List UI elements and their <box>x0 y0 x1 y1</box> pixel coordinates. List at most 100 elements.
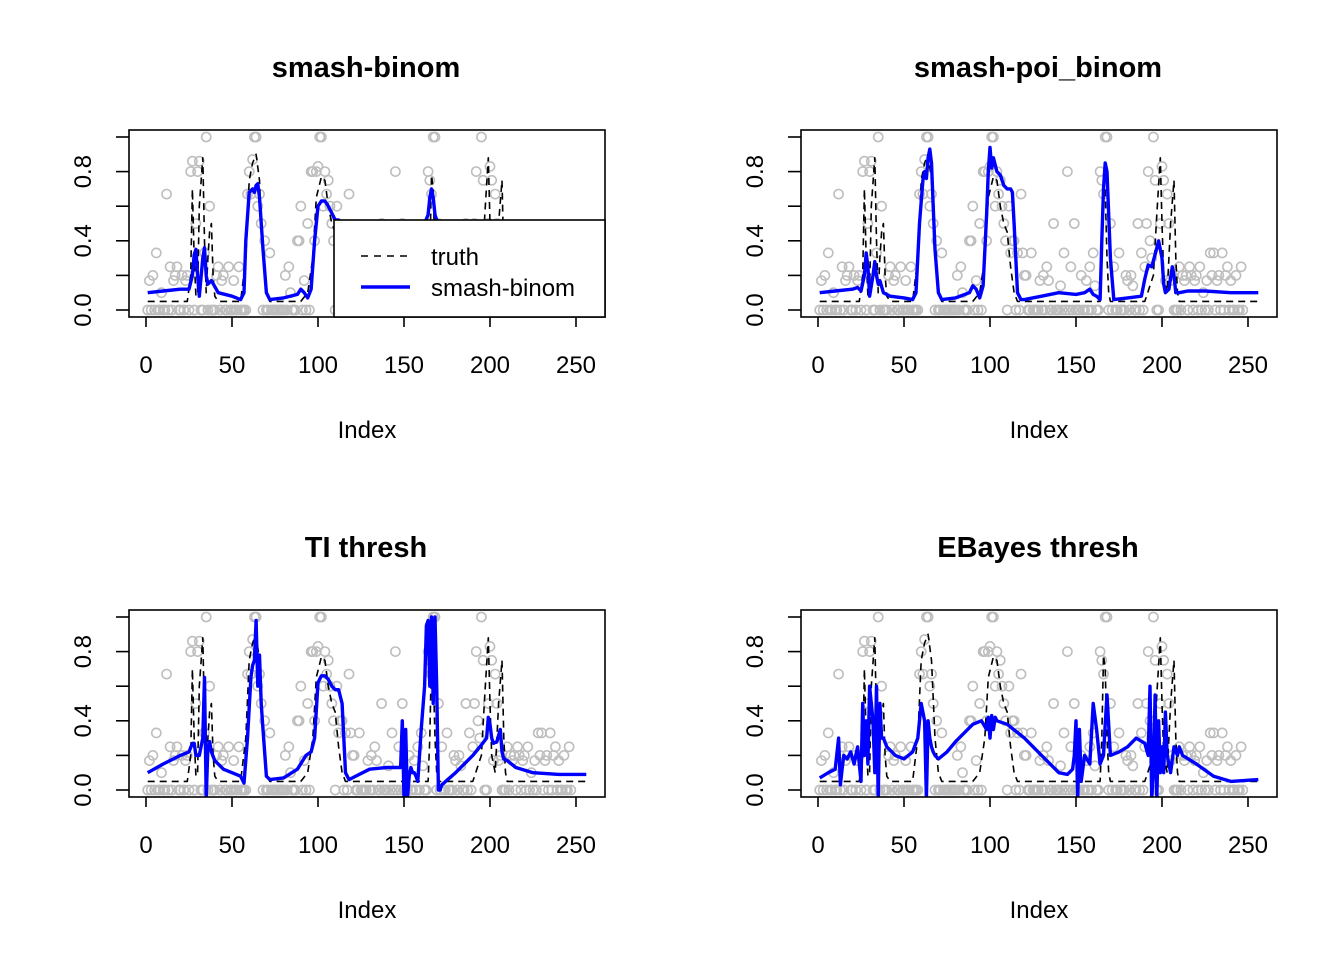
observation-point <box>922 131 934 143</box>
observation-point <box>1189 275 1201 286</box>
observation-point <box>1123 784 1135 796</box>
observation-point <box>1055 280 1066 292</box>
observation-point <box>147 269 159 281</box>
observation-point <box>465 784 477 796</box>
observation-point <box>1153 304 1164 316</box>
observation-point <box>1199 784 1211 796</box>
y-tick-label: 0.0 <box>742 293 769 326</box>
observation-point <box>186 635 198 647</box>
observation-point <box>264 727 276 739</box>
observation-point <box>300 304 312 316</box>
observation-point <box>202 304 214 316</box>
observation-point <box>156 767 167 779</box>
observation-point <box>491 698 503 709</box>
observation-point <box>386 727 398 739</box>
observation-point <box>1137 784 1149 796</box>
observation-point <box>360 784 372 796</box>
observation-point <box>297 304 308 316</box>
observation-point <box>376 698 387 709</box>
x-axis-label: Index <box>1010 417 1069 444</box>
observation-point <box>1093 304 1104 316</box>
x-tick-label: 150 <box>384 352 424 379</box>
observation-point <box>240 304 252 316</box>
y-tick-label: 0.8 <box>70 635 97 668</box>
observation-point <box>1046 784 1058 796</box>
observation-point <box>850 784 862 796</box>
observation-point <box>1010 784 1022 796</box>
observation-point <box>1196 304 1207 316</box>
observation-point <box>558 750 570 761</box>
observation-point <box>489 668 501 680</box>
plot-area <box>814 131 1259 316</box>
x-tick-label: 100 <box>298 832 338 859</box>
x-tick-label: 200 <box>1142 352 1182 379</box>
observation-point <box>994 654 1006 666</box>
observation-point <box>223 741 234 753</box>
observation-point <box>865 635 877 647</box>
observation-point <box>500 784 511 796</box>
observation-point <box>161 668 172 680</box>
x-tick-label: 200 <box>470 352 510 379</box>
observation-point <box>936 247 948 259</box>
observation-point <box>955 741 967 753</box>
observation-point <box>1101 131 1113 143</box>
observation-point <box>531 784 542 796</box>
observation-point <box>264 247 276 259</box>
observation-point <box>1015 188 1027 200</box>
plot-box <box>128 609 606 798</box>
observation-point <box>886 784 898 796</box>
observation-point <box>886 304 898 316</box>
observation-point <box>171 261 183 273</box>
observation-point <box>1175 784 1187 796</box>
observation-point <box>1032 784 1044 796</box>
observation-point <box>912 304 924 316</box>
truth-line <box>147 153 587 303</box>
observation-point <box>931 235 943 247</box>
observation-point <box>343 188 355 200</box>
observation-point <box>193 155 205 167</box>
x-tick-label: 250 <box>1228 352 1268 379</box>
observation-point <box>303 784 315 796</box>
observation-point <box>541 750 553 761</box>
observation-point <box>463 727 475 739</box>
observation-point <box>969 304 980 316</box>
observation-point <box>484 160 496 172</box>
observation-point <box>374 784 386 796</box>
panel-smash-poi-binom: smash-poi_binom 0 50 100 150 200 250Index0.00… <box>742 52 1278 444</box>
observation-point <box>1127 760 1139 772</box>
y-tick-label: 0.0 <box>70 773 97 806</box>
observation-point <box>371 755 382 766</box>
observation-point <box>193 635 205 647</box>
observation-point <box>1142 166 1154 177</box>
observation-point <box>1043 275 1054 286</box>
observation-point <box>1141 218 1152 229</box>
observation-point <box>957 767 968 779</box>
observation-point <box>1048 218 1059 229</box>
observation-point <box>550 741 561 753</box>
observation-point <box>250 131 262 143</box>
observation-point <box>855 784 867 796</box>
observation-point <box>164 741 176 753</box>
observation-point <box>150 727 162 739</box>
panel-title: smash-binom <box>272 52 461 84</box>
observation-point <box>212 261 224 273</box>
observation-point <box>1065 261 1077 273</box>
observation-point <box>214 784 226 796</box>
observation-point <box>988 131 999 143</box>
x-tick-label: 150 <box>1056 352 1096 379</box>
observation-point <box>223 261 234 273</box>
observation-point <box>565 784 577 796</box>
observation-point <box>840 275 851 286</box>
legend-box <box>333 219 606 318</box>
observation-point <box>1025 247 1037 259</box>
legend: truth smash-binom <box>333 219 606 318</box>
observation-point <box>1172 784 1183 796</box>
observation-point <box>503 784 515 796</box>
observation-point <box>1194 261 1206 273</box>
observation-point <box>1108 261 1120 273</box>
observation-point <box>1079 304 1090 316</box>
observation-point <box>259 235 271 247</box>
x-axis-label: Index <box>1010 897 1069 924</box>
observation-point <box>1020 269 1032 281</box>
